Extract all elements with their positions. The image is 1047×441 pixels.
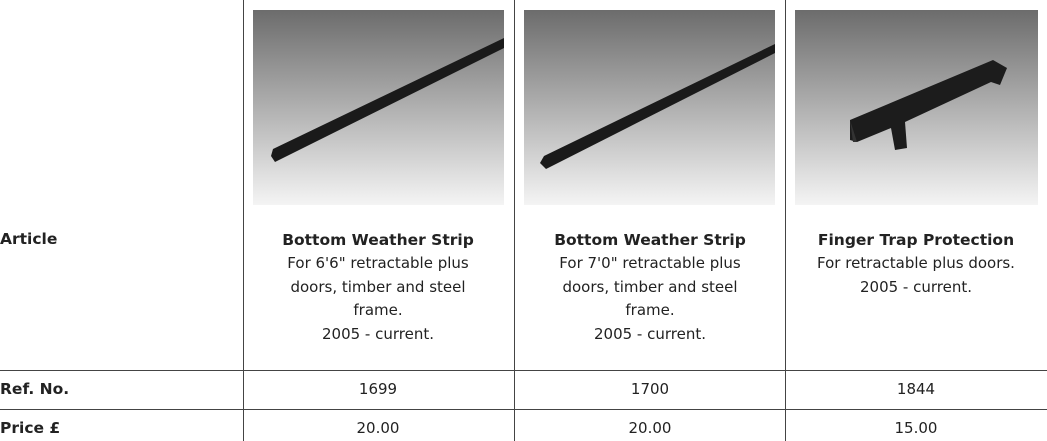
product-description: For retractable plus doors.	[817, 254, 1015, 272]
product-image	[253, 10, 504, 205]
ref-number: 1844	[896, 380, 936, 398]
product-image	[795, 10, 1038, 205]
article-cell: Finger Trap Protection For retractable pl…	[786, 228, 1046, 299]
product-name: Finger Trap Protection	[817, 231, 1015, 249]
price: 20.00	[628, 419, 672, 437]
product-description: 2005 - current.	[859, 277, 972, 296]
product-description: For 7'0" retractable plus	[559, 254, 741, 272]
row-divider	[0, 370, 1047, 371]
ref-number: 1700	[630, 380, 670, 398]
row-divider	[0, 409, 1047, 410]
column-divider	[785, 0, 786, 441]
row-label: Price £	[0, 419, 61, 437]
product-description: doors, timber and steel	[290, 277, 466, 296]
row-label: Ref. No.	[0, 380, 70, 398]
product-description: 2005 - current.	[593, 324, 706, 343]
product-description: frame.	[625, 301, 675, 319]
product-description: doors, timber and steel	[562, 277, 738, 296]
column-divider	[514, 0, 515, 441]
product-description: 2005 - current.	[321, 324, 434, 343]
product-name: Bottom Weather Strip	[554, 231, 746, 249]
ref-number: 1699	[358, 380, 398, 398]
row-label: Article	[0, 230, 58, 248]
product-description: frame.	[353, 301, 403, 319]
price: 15.00	[894, 419, 938, 437]
product-image	[524, 10, 775, 205]
price: 20.00	[356, 419, 400, 437]
article-cell: Bottom Weather Strip For 7'0" retractable…	[520, 228, 780, 346]
article-cell: Bottom Weather Strip For 6'6" retractable…	[248, 228, 508, 346]
column-divider	[243, 0, 244, 441]
product-description: For 6'6" retractable plus	[287, 254, 469, 272]
product-name: Bottom Weather Strip	[282, 231, 474, 249]
